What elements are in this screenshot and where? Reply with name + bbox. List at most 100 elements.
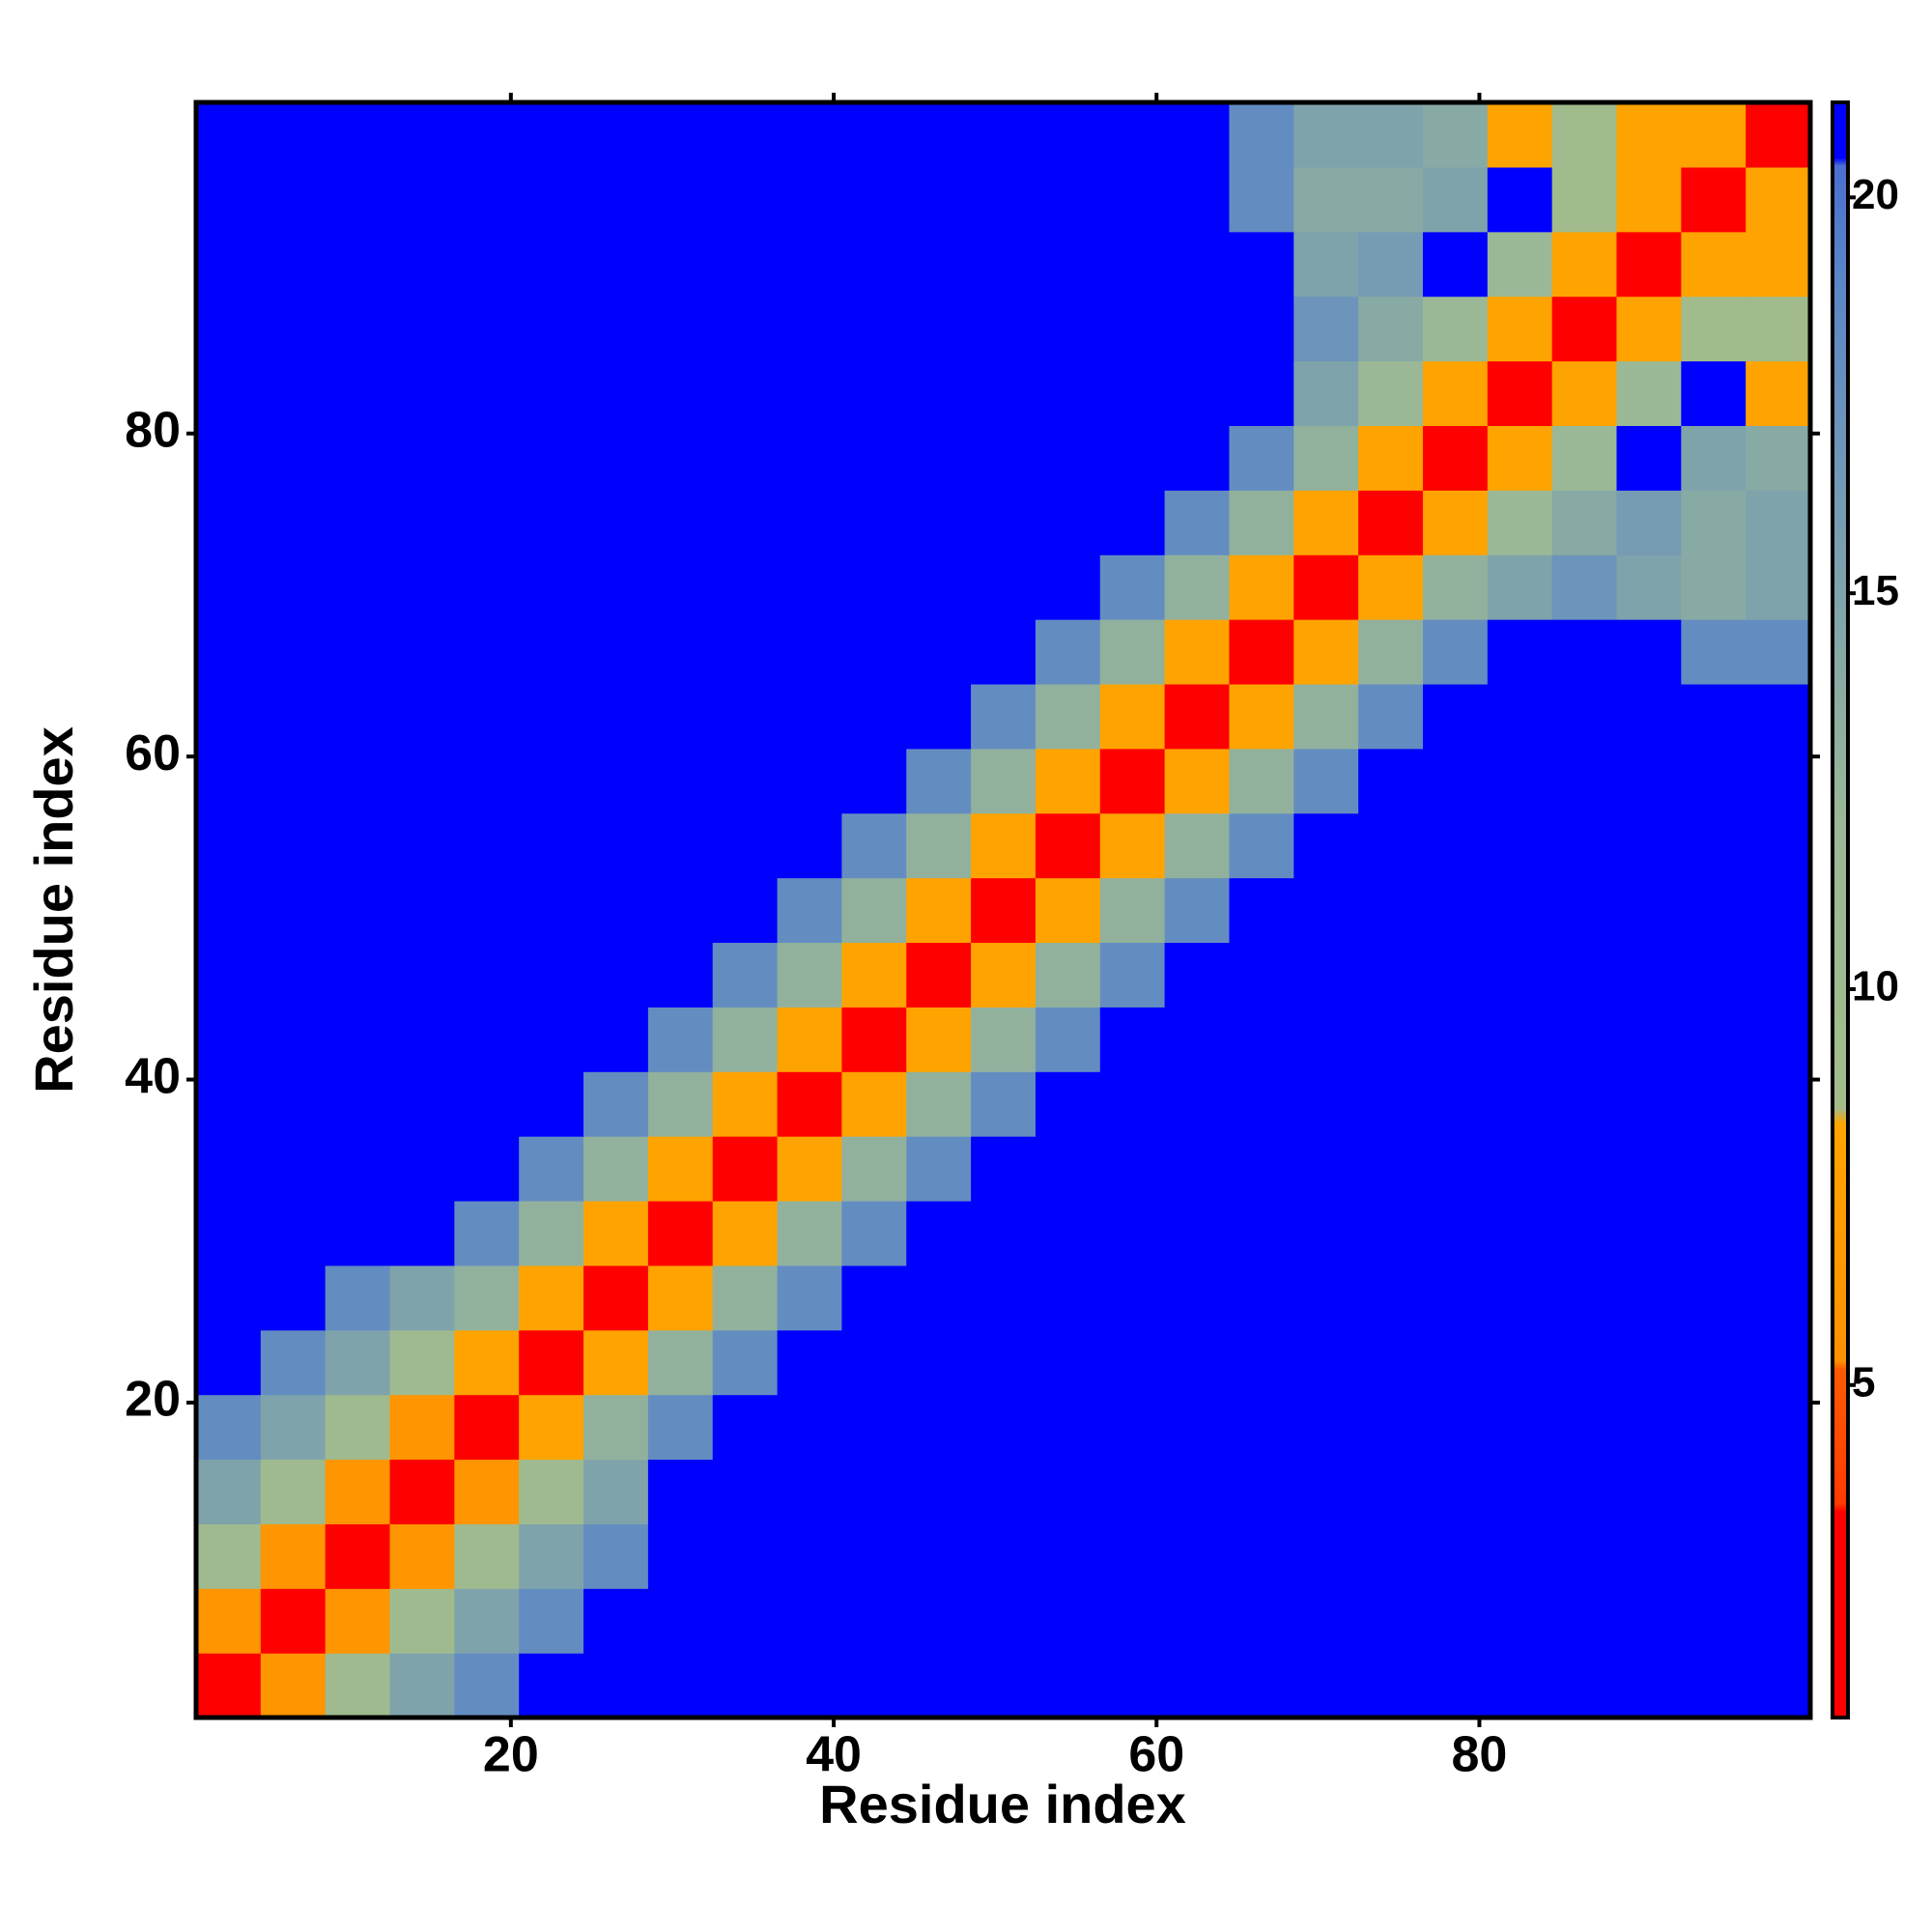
heatmap-cell [1099, 490, 1166, 555]
heatmap-cell [389, 1653, 455, 1719]
heatmap-cell [583, 1264, 649, 1331]
heatmap-cell [519, 619, 584, 685]
heatmap-cell [1229, 231, 1294, 298]
heatmap-cell [712, 619, 779, 685]
heatmap-cell [583, 490, 649, 555]
heatmap-cell [1422, 360, 1489, 426]
heatmap-cell [1035, 1523, 1101, 1589]
heatmap-cell [971, 683, 1037, 750]
heatmap-cell [583, 619, 649, 685]
heatmap-cell [1099, 231, 1166, 298]
heatmap-cell [647, 425, 714, 491]
heatmap-cell [583, 425, 649, 491]
heatmap-cell [971, 1459, 1037, 1524]
heatmap-cell [712, 1523, 779, 1589]
heatmap-cell [325, 1136, 391, 1202]
heatmap-cell [196, 1264, 262, 1331]
heatmap-cell [1681, 1394, 1747, 1461]
heatmap-cell [1616, 1394, 1682, 1461]
heatmap-cell [647, 619, 714, 685]
heatmap-cell [325, 1329, 391, 1396]
heatmap-cell [1616, 425, 1682, 491]
heatmap-cell [1229, 812, 1294, 879]
heatmap-cell [1035, 1007, 1101, 1072]
heatmap-cell [841, 1136, 907, 1202]
heatmap-cell [1616, 1459, 1682, 1524]
heatmap-cell [389, 942, 455, 1008]
heatmap-cell [1099, 683, 1166, 750]
heatmap-cell [454, 683, 520, 750]
heatmap-cell [325, 683, 391, 750]
heatmap-cell [841, 490, 907, 555]
heatmap-cell [712, 1459, 779, 1524]
heatmap-cell [1164, 942, 1231, 1008]
heatmap-cell [1551, 619, 1618, 685]
heatmap-cell [389, 296, 455, 362]
heatmap-cell [1551, 231, 1618, 298]
heatmap-cell [454, 1200, 520, 1266]
heatmap-cell [1035, 1459, 1101, 1524]
heatmap-cell [841, 425, 907, 491]
heatmap-cell [454, 166, 520, 233]
heatmap-cell [712, 877, 779, 944]
heatmap-cell [906, 1200, 972, 1266]
heatmap-cell [1487, 360, 1553, 426]
heatmap-cell [1164, 1523, 1231, 1589]
heatmap-cell [325, 231, 391, 298]
heatmap-cell [906, 1071, 972, 1137]
heatmap-cell [1616, 554, 1682, 620]
heatmap-cell [196, 748, 262, 814]
heatmap-cell [647, 490, 714, 555]
heatmap-cell [519, 231, 584, 298]
heatmap-cell [647, 1007, 714, 1072]
heatmap-cell [325, 619, 391, 685]
heatmap-cell [777, 490, 842, 555]
heatmap-cell [1358, 102, 1424, 168]
heatmap-cell [841, 683, 907, 750]
heatmap-cell [1358, 748, 1424, 814]
heatmap-cell [583, 1200, 649, 1266]
heatmap-cell [325, 360, 391, 426]
heatmap-cell [454, 1459, 520, 1524]
heatmap-cell [196, 683, 262, 750]
heatmap-cell [647, 1459, 714, 1524]
heatmap-cell [325, 877, 391, 944]
heatmap-cell [1164, 1588, 1231, 1654]
heatmap-cell [519, 1071, 584, 1137]
heatmap-cell [1746, 425, 1811, 491]
heatmap-cell [712, 231, 779, 298]
heatmap-cell [454, 1394, 520, 1461]
heatmap-cell [971, 942, 1037, 1008]
heatmap-cell [519, 1329, 584, 1396]
heatmap-cell [583, 102, 649, 168]
heatmap-cell [1681, 1588, 1747, 1654]
x-tick-label: 40 [806, 1727, 862, 1783]
heatmap-cell [1746, 1071, 1811, 1137]
heatmap-cell [519, 748, 584, 814]
heatmap-cell [841, 1264, 907, 1331]
heatmap-cell [1422, 1394, 1489, 1461]
x-tick-label: 80 [1452, 1727, 1508, 1783]
heatmap-cell [1422, 102, 1489, 168]
heatmap-cell [196, 1394, 262, 1461]
heatmap-cell [519, 102, 584, 168]
heatmap-cell [519, 296, 584, 362]
heatmap-cell [1164, 1071, 1231, 1137]
heatmap-cell [1035, 360, 1101, 426]
heatmap-cell [1616, 1071, 1682, 1137]
heatmap-cell [906, 166, 972, 233]
heatmap-cell [1487, 231, 1553, 298]
heatmap-cell [1681, 942, 1747, 1008]
heatmap-cell [389, 812, 455, 879]
heatmap-cell [1681, 166, 1747, 233]
heatmap-cell [906, 1329, 972, 1396]
heatmap-cell [1746, 296, 1811, 362]
heatmap-cell [519, 1200, 584, 1266]
heatmap-cell [1551, 812, 1618, 879]
heatmap-cell [1229, 1394, 1294, 1461]
heatmap-cell [777, 1200, 842, 1266]
heatmap-cell [1358, 1459, 1424, 1524]
heatmap-cell [1746, 554, 1811, 620]
heatmap-cell [647, 748, 714, 814]
